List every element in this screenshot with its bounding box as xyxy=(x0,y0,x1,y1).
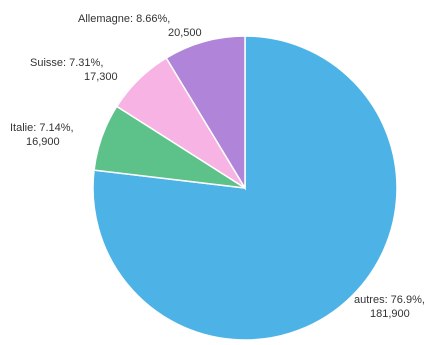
slice-value-suisse: 17,300 xyxy=(84,71,118,83)
slice-value-italie: 16,900 xyxy=(26,136,60,148)
slice-value-autres: 181,900 xyxy=(370,308,410,320)
slice-label-autres: autres: 76.9%, xyxy=(354,294,425,306)
slice-label-italie: Italie: 7.14%, xyxy=(10,122,74,134)
slice-label-allemagne: Allemagne: 8.66%, xyxy=(78,13,170,25)
pie-slices xyxy=(92,35,398,341)
pie-slice-autres xyxy=(92,35,398,341)
pie-labels: autres: 76.9%, 181,900 Italie: 7.14%, 16,90… xyxy=(10,13,425,320)
slice-label-suisse: Suisse: 7.31%, xyxy=(30,57,103,69)
pie-slice-allemagne xyxy=(165,35,246,191)
slice-value-allemagne: 20,500 xyxy=(168,27,202,39)
